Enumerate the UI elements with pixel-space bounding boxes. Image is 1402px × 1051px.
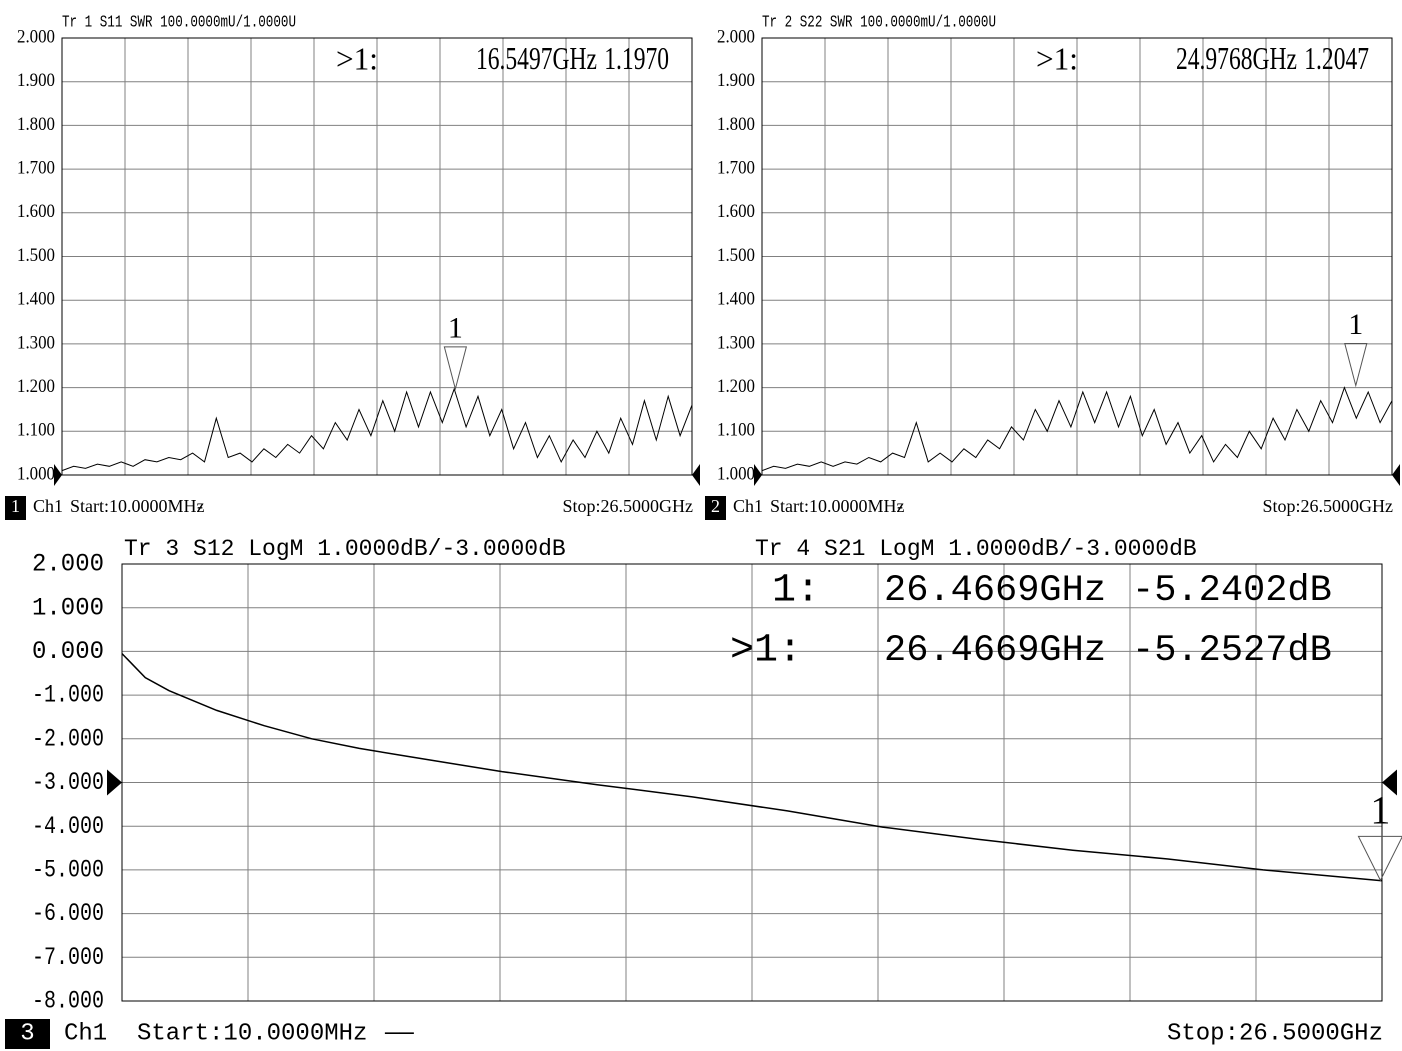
y-tick-label: -8.000	[32, 987, 104, 1016]
reference-arrow-right	[1392, 464, 1400, 486]
y-tick-label: 1.500	[717, 245, 755, 266]
marker-readout-prefix: >1:	[730, 629, 802, 674]
sweep-indicator: -	[197, 496, 203, 516]
marker-frequency: 26.4669GHz	[884, 570, 1106, 612]
channel-badge	[705, 496, 726, 520]
y-tick-label: 1.900	[717, 70, 755, 91]
y-tick-label: -4.000	[32, 812, 104, 841]
channel-label: Ch1	[33, 496, 63, 516]
channel-badge-number: 1	[11, 496, 20, 516]
y-tick-label: -5.000	[32, 856, 104, 885]
y-tick-label: 1.100	[717, 420, 755, 441]
stop-frequency: Stop:26.5000GHz	[563, 496, 694, 516]
trace-line	[121, 653, 1383, 882]
y-tick-label: 1.900	[17, 70, 55, 91]
reference-arrow-left	[754, 464, 762, 486]
y-tick-label: 2.000	[32, 550, 104, 579]
trace-line	[61, 387, 693, 472]
channel-badge	[5, 1019, 50, 1049]
reference-arrow-left	[54, 464, 62, 486]
sweep-indicator: ——	[384, 1020, 414, 1047]
trace-header: Tr 4 S21 LogM 1.0000dB/-3.0000dB	[755, 536, 1197, 562]
trace-header: Tr 2 S22 SWR 100.0000mU/1.0000U	[762, 13, 996, 32]
marker-number: 1	[1348, 308, 1363, 341]
reference-arrow-left	[107, 769, 122, 796]
reference-arrow-right	[692, 464, 700, 486]
marker-frequency: 26.4669GHz	[884, 630, 1106, 672]
y-tick-label: 1.800	[717, 114, 755, 135]
marker-value: -5.2527dB	[1132, 630, 1332, 672]
marker-value: -5.2402dB	[1132, 570, 1332, 612]
y-tick-label: 1.300	[17, 332, 55, 353]
y-tick-label: 1.600	[717, 201, 755, 222]
marker-readout: 16.5497GHz1.1970	[476, 40, 669, 76]
y-tick-label: -3.000	[32, 768, 104, 797]
y-tick-label: 1.200	[717, 376, 755, 397]
marker-frequency: 24.9768GHz	[1176, 40, 1297, 76]
y-tick-label: 1.800	[17, 114, 55, 135]
marker-readout-prefix: >1:	[336, 40, 378, 76]
y-tick-label: 1.700	[717, 157, 755, 178]
y-tick-label: 1.500	[17, 245, 55, 266]
y-tick-label: 1.000	[717, 463, 755, 484]
reference-arrow-right	[1382, 769, 1397, 796]
y-tick-label: 1.300	[717, 332, 755, 353]
trace-line	[761, 386, 1393, 472]
marker-number: 1	[1370, 788, 1390, 833]
channel-label: Ch1	[64, 1020, 107, 1047]
plot-border	[61, 37, 693, 476]
y-tick-label: 1.000	[17, 463, 55, 484]
y-tick-label: 1.200	[17, 376, 55, 397]
stop-frequency: Stop:26.5000GHz	[1263, 496, 1394, 516]
marker-frequency: 16.5497GHz	[476, 40, 597, 76]
marker-number: 1	[448, 311, 463, 344]
plot-border	[761, 37, 1393, 476]
marker-readout-prefix: 1:	[772, 569, 820, 614]
start-frequency: Start:10.0000MHz	[137, 1020, 367, 1047]
channel-badge	[5, 496, 26, 520]
y-tick-label: 1.600	[17, 201, 55, 222]
sweep-indicator: -	[897, 496, 903, 516]
start-frequency: Start:10.0000MHz	[770, 496, 905, 516]
channel-label: Ch1	[733, 496, 763, 516]
channel-badge-number: 3	[20, 1020, 34, 1047]
y-tick-label: -6.000	[32, 899, 104, 928]
y-tick-label: -2.000	[32, 724, 104, 753]
start-frequency: Start:10.0000MHz	[70, 496, 205, 516]
y-tick-label: 1.400	[17, 289, 55, 310]
y-tick-label: -1.000	[32, 681, 104, 710]
y-tick-label: -7.000	[32, 943, 104, 972]
marker-readout: 24.9768GHz1.2047	[1176, 40, 1369, 76]
trace-header: Tr 3 S12 LogM 1.0000dB/-3.0000dB	[124, 536, 566, 562]
marker-value: 1.1970	[604, 40, 669, 76]
y-tick-label: 0.000	[32, 637, 104, 666]
y-tick-label: 1.100	[17, 420, 55, 441]
stop-frequency: Stop:26.5000GHz	[1167, 1020, 1383, 1047]
y-tick-label: 1.000	[32, 593, 104, 622]
trace-header: Tr 1 S11 SWR 100.0000mU/1.0000U	[62, 13, 296, 32]
y-tick-label: 2.000	[717, 26, 755, 47]
channel-badge-number: 2	[711, 496, 720, 516]
marker-value: 1.2047	[1304, 40, 1369, 76]
marker-triangle	[1357, 835, 1402, 882]
marker-triangle	[443, 346, 468, 391]
y-tick-label: 1.700	[17, 157, 55, 178]
marker-triangle	[1344, 343, 1368, 388]
y-tick-label: 1.400	[717, 289, 755, 310]
y-tick-label: 2.000	[17, 26, 55, 47]
marker-readout-prefix: >1:	[1036, 40, 1078, 76]
